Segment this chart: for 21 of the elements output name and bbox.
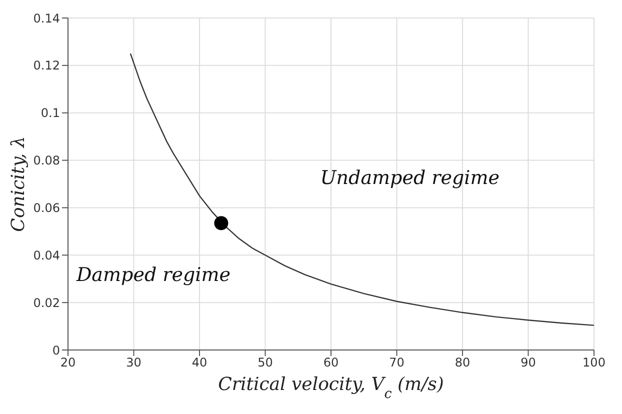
y-tick-label: 0.14 bbox=[33, 11, 60, 26]
x-tick-label: 40 bbox=[192, 356, 208, 370]
y-tick-label: 0 bbox=[52, 343, 60, 358]
x-tick-label: 100 bbox=[582, 356, 606, 370]
x-tick-label: 80 bbox=[454, 356, 470, 370]
annotation: Damped regime bbox=[75, 264, 230, 286]
x-tick-label: 70 bbox=[389, 356, 404, 370]
y-tick-label: 0.02 bbox=[33, 296, 60, 310]
x-tick-label: 20 bbox=[60, 356, 76, 370]
y-tick-label: 0.1 bbox=[40, 106, 60, 120]
x-axis-title: Critical velocity, V$_{c}$ (m/s) bbox=[218, 374, 444, 402]
x-tick-label: 50 bbox=[258, 356, 273, 370]
annotation: Undamped regime bbox=[320, 167, 500, 189]
x-tick-label: 60 bbox=[323, 356, 339, 370]
y-axis-title: Conicity, λ bbox=[8, 136, 29, 232]
y-tick-label: 0.12 bbox=[33, 58, 60, 73]
x-tick-label: 30 bbox=[126, 356, 142, 370]
x-tick-label: 90 bbox=[520, 356, 536, 370]
y-tick-label: 0.04 bbox=[33, 248, 60, 262]
y-tick-label: 0.06 bbox=[33, 200, 60, 215]
y-tick-label: 0.08 bbox=[33, 154, 60, 168]
